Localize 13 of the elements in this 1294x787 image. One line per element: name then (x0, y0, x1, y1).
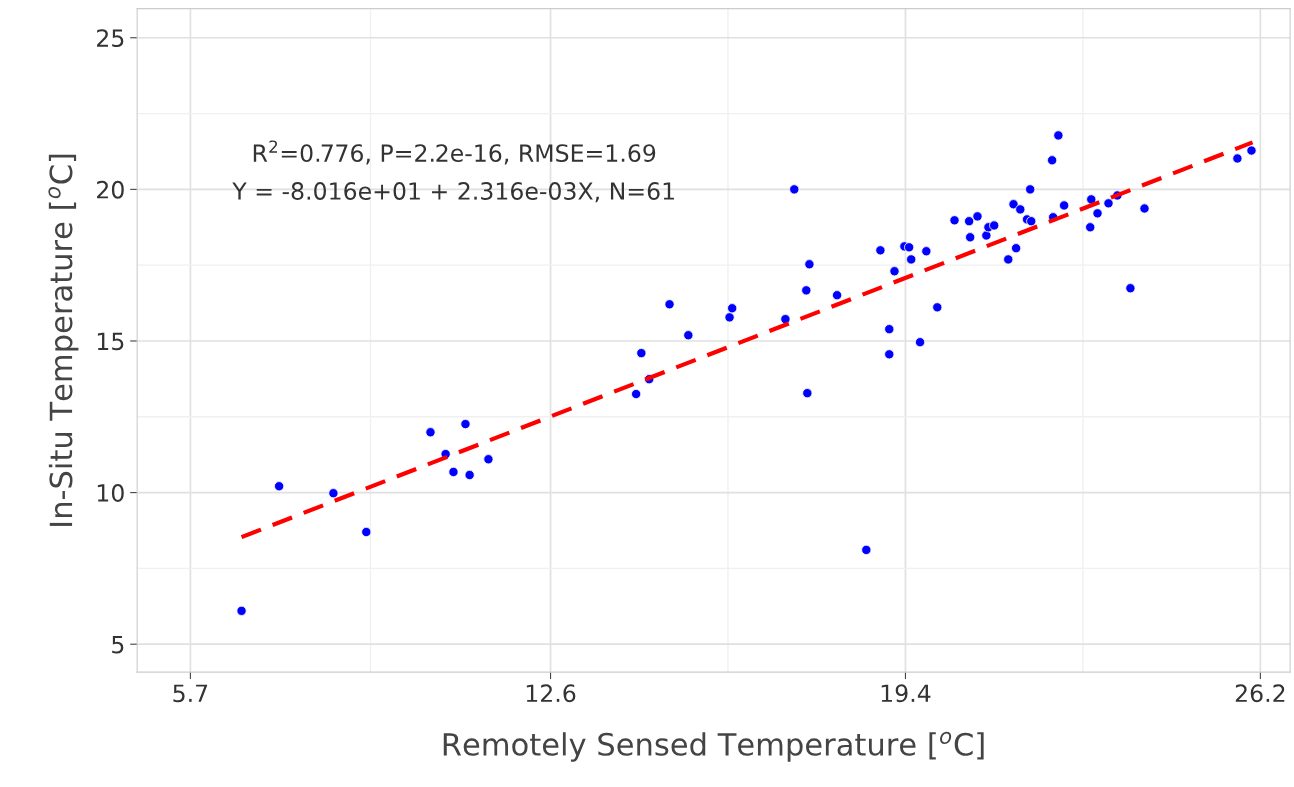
x-tick-label: 12.6 (526, 684, 576, 703)
y-axis-title: In-Situ Temperature [$^{o}$C] (48, 154, 79, 526)
annotation: Y = -8.016e+01 + 2.316e-03X, N=61 (232, 182, 674, 203)
x-tick-label: 19.4 (881, 684, 931, 703)
y-tick-label: 15 (97, 332, 124, 351)
annotation: R$^{2}$=0.776, P=2.2e-16, RMSE=1.69 (253, 140, 656, 165)
y-tick-label: 25 (97, 29, 124, 48)
x-tick-label: 5.7 (173, 684, 208, 703)
y-tick-label: 20 (97, 180, 124, 199)
y-tick-label: 5 (112, 635, 124, 654)
y-tick-label: 10 (97, 484, 124, 502)
x-tick-label: 26.2 (1235, 684, 1285, 703)
x-axis-title: Remotely Sensed Temperature [$^{o}$C] (443, 731, 984, 762)
